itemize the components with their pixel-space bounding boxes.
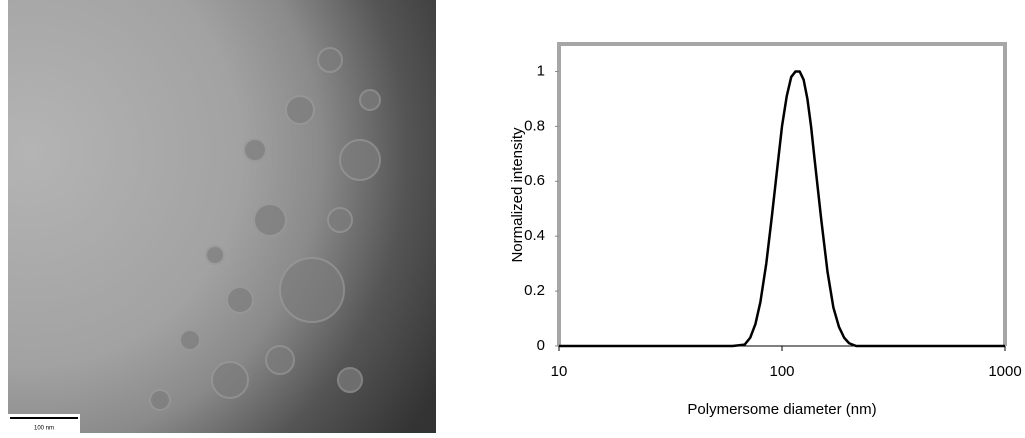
scale-bar-label: 100 nm xyxy=(34,426,54,432)
y-tick-label: 0.2 xyxy=(524,282,545,299)
vesicles xyxy=(149,47,381,411)
x-tick-label: 1000 xyxy=(988,363,1021,380)
micrograph-background xyxy=(8,0,436,433)
x-axis-title: Polymersome diameter (nm) xyxy=(687,401,876,418)
y-tick-label: 1 xyxy=(537,62,545,79)
y-tick-label: 0.6 xyxy=(524,172,545,189)
y-tick-label: 0.8 xyxy=(524,117,545,134)
x-tick-label: 100 xyxy=(769,363,794,380)
x-tick-label: 10 xyxy=(551,363,568,380)
data-line xyxy=(559,70,1005,348)
micrograph: 100 nm xyxy=(8,0,436,433)
y-tick-label: 0 xyxy=(537,337,545,354)
plot-frame xyxy=(557,42,1007,346)
y-tick-label: 0.4 xyxy=(524,227,545,244)
y-axis-title: Normalized intensity xyxy=(509,127,526,263)
